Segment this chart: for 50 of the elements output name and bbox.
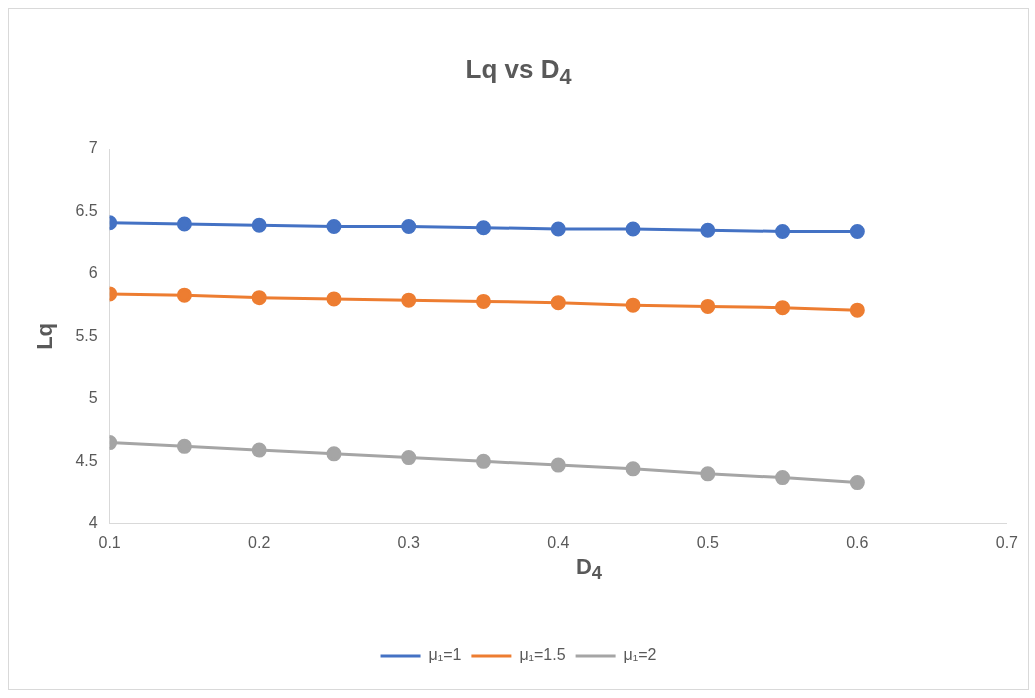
legend-label: μ₁=2 [623,646,657,664]
y-tick-label: 4.5 [75,451,98,469]
x-tick-label: 0.4 [547,533,570,551]
y-tick-label: 6 [88,264,98,282]
point [625,221,641,237]
point [475,220,491,236]
point [176,287,192,303]
point [251,217,267,233]
point [176,438,192,454]
point [326,446,342,462]
point [625,461,641,477]
point [700,222,716,238]
y-tick-label: 5 [88,389,98,407]
point [401,450,417,466]
point [700,466,716,482]
x-tick-label: 0.3 [397,533,420,551]
point [849,223,865,239]
point [401,292,417,308]
point [625,297,641,313]
legend-label: μ₁=1 [428,646,462,664]
point [251,290,267,306]
y-axis-title: Lq [32,322,58,350]
point [475,293,491,309]
point [326,218,342,234]
point [700,298,716,314]
y-tick-label: 4 [88,514,98,532]
point [550,295,566,311]
x-tick-label: 0.7 [995,533,1019,551]
point [550,457,566,473]
x-tick-label: 0.2 [248,533,271,551]
point [475,453,491,469]
point [849,475,865,491]
x-axis-title: D$_{4}$ [574,554,604,585]
legend-label: μ₁=1.5 [519,646,566,664]
y-tick-label: 5.5 [75,326,98,344]
point [176,216,192,232]
point [326,291,342,307]
point [775,470,791,486]
x-tick-label: 0.1 [98,533,121,551]
y-tick-label: 7 [88,139,98,157]
point [775,223,791,239]
point [775,300,791,316]
chart-title: Lq vs D$_{4}$ [464,54,573,91]
point [849,302,865,318]
point [401,218,417,234]
x-tick-label: 0.5 [696,533,720,551]
x-tick-label: 0.6 [846,533,869,551]
y-tick-label: 6.5 [75,201,98,219]
point [550,221,566,237]
point [251,442,267,458]
